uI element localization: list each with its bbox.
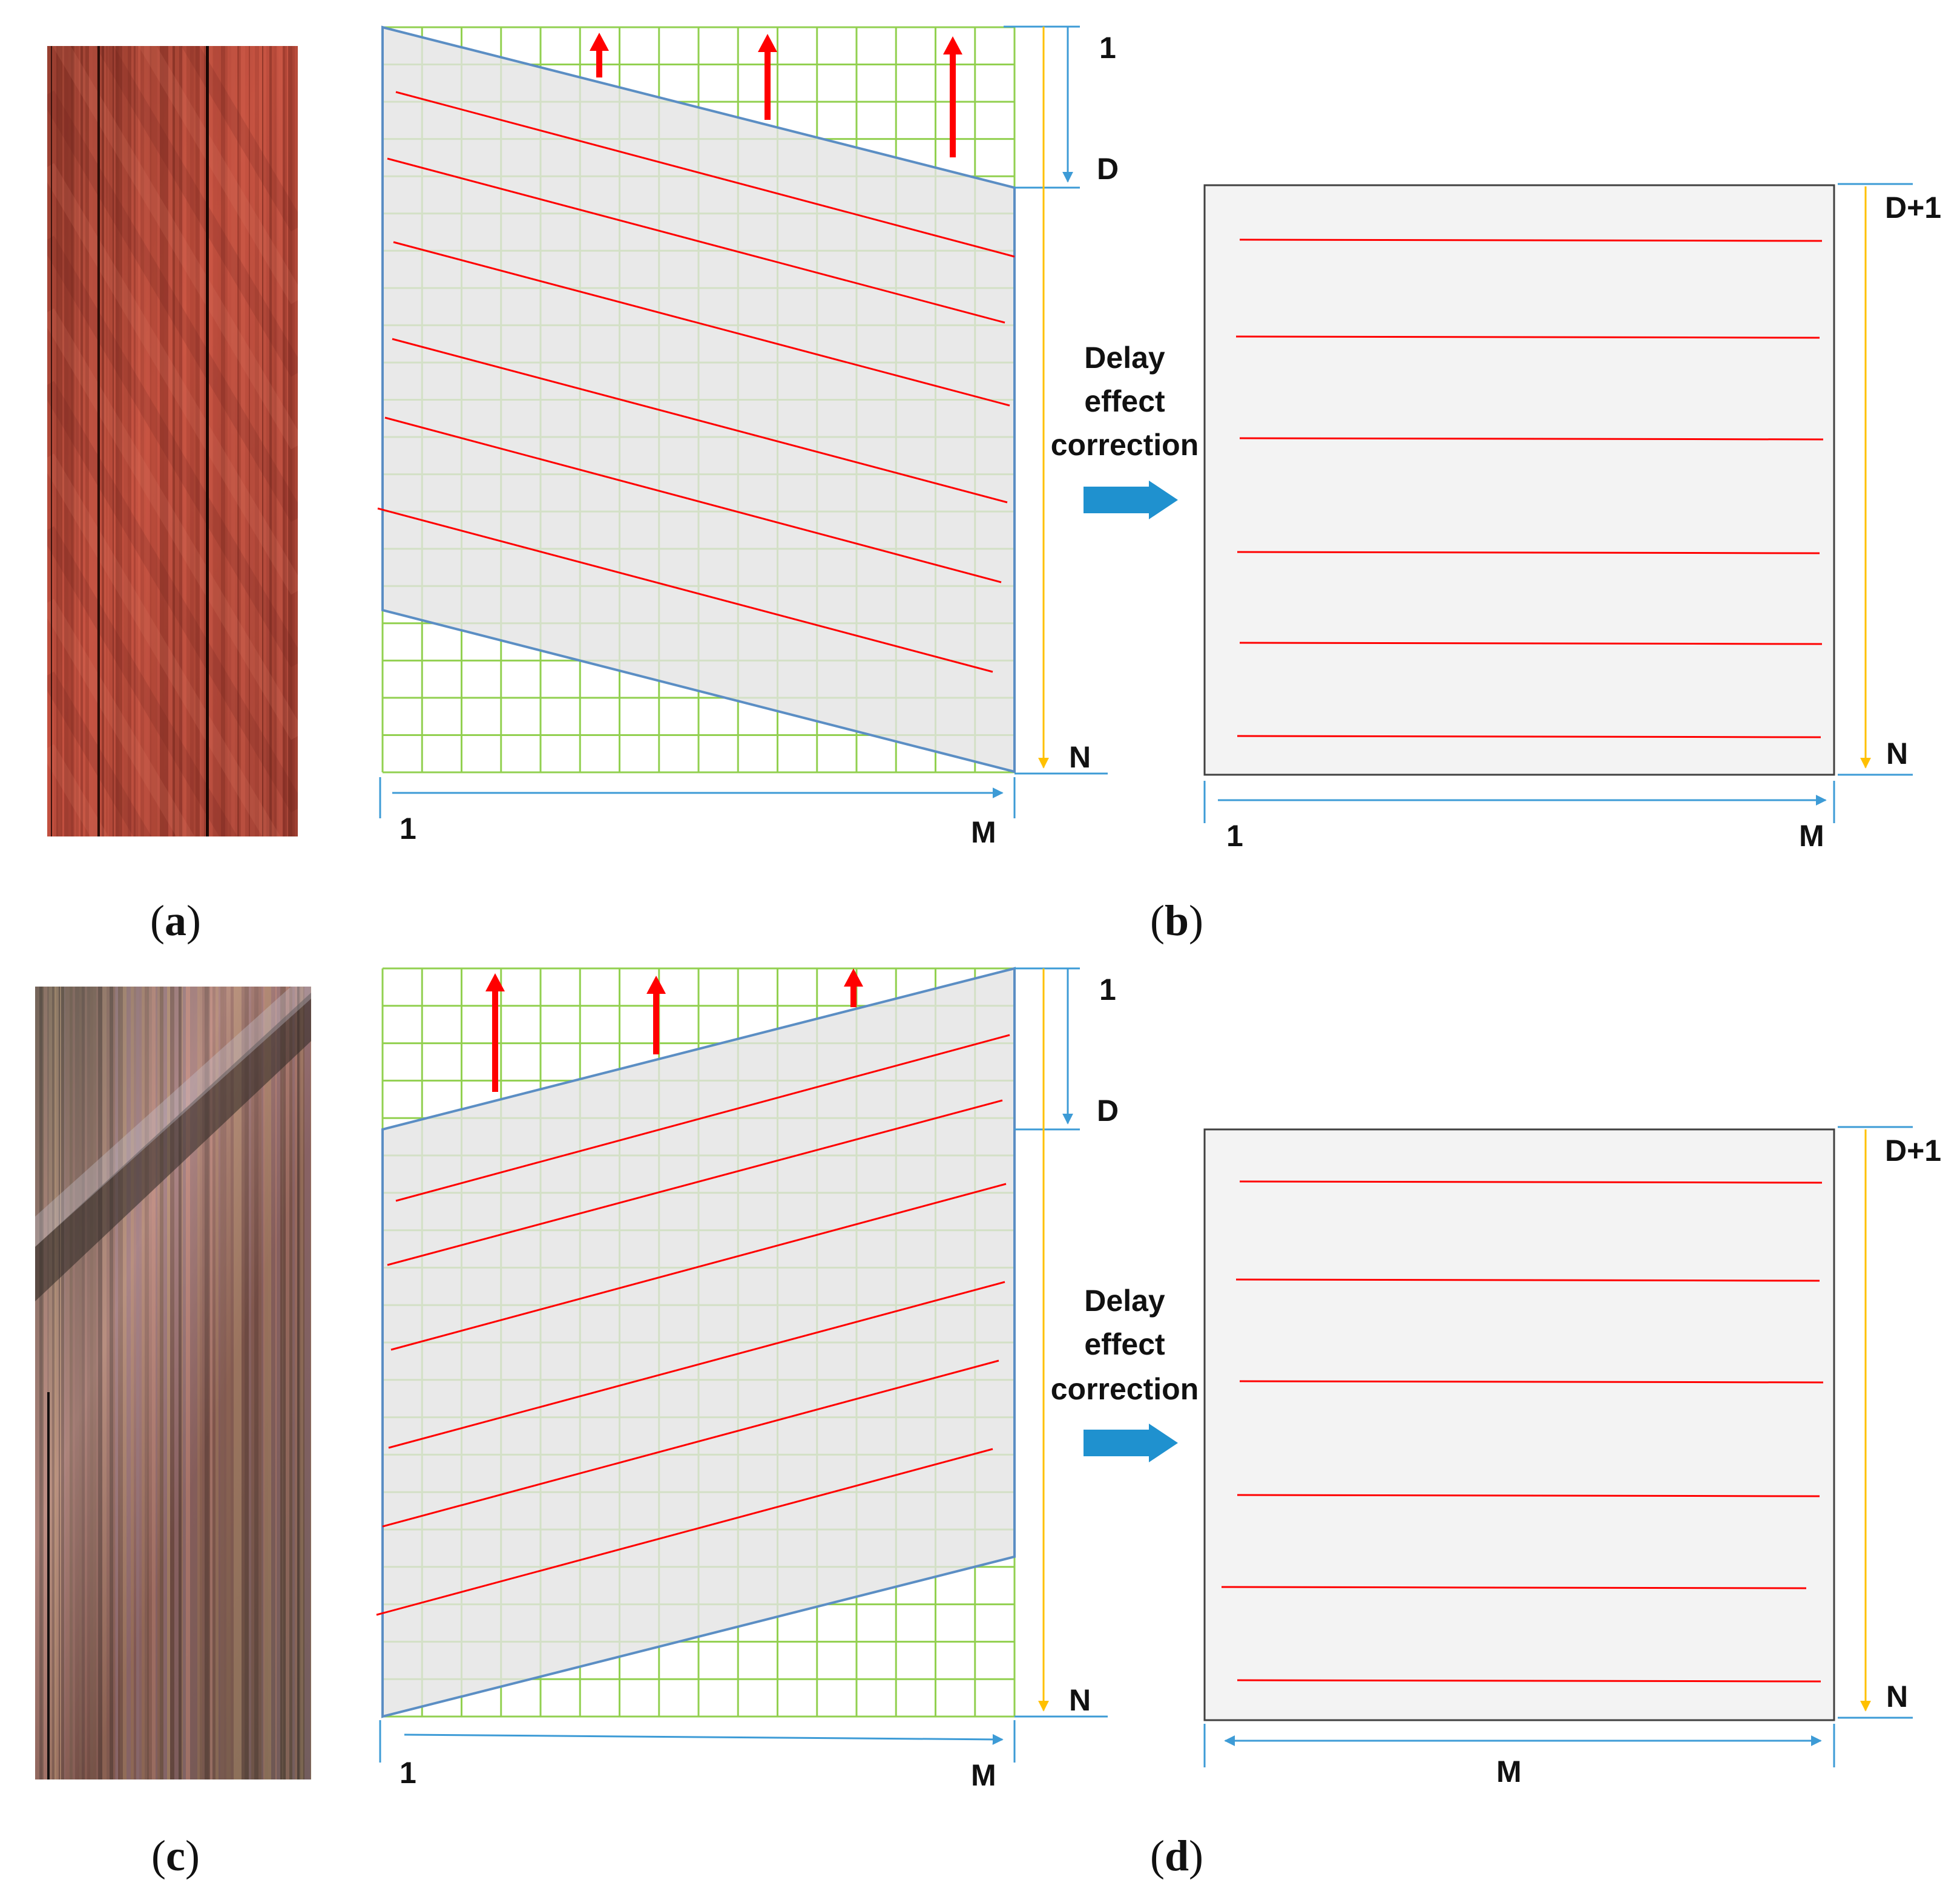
dimension-lines-d (379, 967, 1108, 1763)
scan-line (395, 1034, 1010, 1202)
row-delay-label: D (1097, 1094, 1119, 1128)
skewed-band-d (381, 967, 1016, 1718)
svg-text:Delay: Delay (1084, 1284, 1165, 1318)
process-label-b: Delay effect correction (1051, 341, 1199, 462)
corrected-line (1239, 437, 1824, 441)
corrected-lines-d (1221, 1180, 1824, 1683)
row-end-label: N (1069, 740, 1091, 774)
up-arrow-icon (485, 973, 505, 1092)
corrected-line (1239, 1180, 1823, 1184)
row-end-label: N (1069, 1683, 1091, 1717)
scan-line (392, 338, 1008, 504)
out-row-start-label: D+1 (1885, 191, 1941, 225)
corrected-line (1235, 1278, 1820, 1282)
corrected-line (1237, 551, 1820, 554)
panel-c: (c) (35, 987, 311, 1880)
out-row-end-label: N (1886, 737, 1908, 770)
corrected-image-b (1203, 184, 1835, 776)
panel-d: 1 D N 1 M Delay effect correction (376, 967, 1941, 1880)
corrected-image-d (1203, 1128, 1835, 1721)
svg-text:Delay: Delay (1084, 341, 1165, 375)
col-end-label: M (971, 815, 996, 849)
row-start-label: 1 (1099, 973, 1116, 1007)
process-label-d: Delay effect correction (1051, 1284, 1199, 1406)
caption-b: (b) (1150, 896, 1203, 945)
scan-line (393, 241, 1010, 407)
corrected-line (1237, 1494, 1820, 1497)
out-row-start-label: D+1 (1885, 1134, 1941, 1168)
scan-line (387, 1099, 1003, 1266)
corrected-lines-b (1235, 238, 1824, 738)
row-delay-label: D (1097, 152, 1119, 186)
raw-image-c (35, 987, 311, 1779)
scan-line (390, 1183, 1007, 1351)
out-col-start-label: 1 (1226, 819, 1243, 853)
svg-text:effect: effect (1084, 1327, 1165, 1361)
corrected-line (1235, 335, 1820, 339)
svg-text:effect: effect (1084, 384, 1165, 418)
up-arrows-d (485, 968, 863, 1092)
panel-a: (a) (47, 46, 298, 945)
skewed-band-b (381, 25, 1016, 774)
corrected-line (1221, 1586, 1807, 1589)
up-arrow-icon (590, 33, 609, 77)
out-row-end-label: N (1886, 1680, 1908, 1714)
up-arrow-icon (943, 36, 962, 157)
up-arrow-icon (844, 968, 863, 1007)
corrected-line (1239, 1380, 1824, 1384)
raw-image-a (47, 46, 298, 836)
up-arrow-icon (758, 34, 777, 120)
out-col-end-label: M (1799, 819, 1824, 853)
scan-line (395, 91, 1015, 258)
scan-lines-b (377, 91, 1015, 673)
corrected-line (1237, 735, 1821, 738)
right-block-arrow-icon (1084, 481, 1178, 519)
corrected-line (1239, 238, 1823, 242)
row-start-label: 1 (1099, 31, 1116, 65)
dimension-lines-b (379, 25, 1108, 818)
col-start-label: 1 (400, 812, 416, 846)
svg-text:correction: correction (1051, 1372, 1199, 1406)
out-col-width-label: M (1496, 1755, 1522, 1789)
scan-line (384, 416, 1002, 583)
scan-line (376, 1448, 993, 1616)
col-end-label: M (971, 1758, 996, 1792)
svg-text:correction: correction (1051, 428, 1199, 462)
caption-c: (c) (151, 1832, 200, 1880)
output-dimension-lines-b (1203, 183, 1913, 823)
up-arrow-icon (646, 976, 666, 1054)
panel-b: 1 D N 1 M Delay effect correction (377, 25, 1941, 945)
right-block-arrow-icon (1084, 1424, 1178, 1462)
scan-line (387, 157, 1005, 324)
output-dimension-lines-d (1203, 1126, 1913, 1767)
up-arrows-b (590, 33, 962, 157)
caption-d: (d) (1150, 1832, 1203, 1880)
scan-line (388, 1281, 1005, 1449)
scan-line (382, 1359, 999, 1528)
col-start-label: 1 (400, 1756, 416, 1790)
caption-a: (a) (150, 896, 201, 945)
corrected-line (1239, 642, 1823, 645)
scan-line (377, 507, 993, 673)
scan-lines-d (376, 1034, 1010, 1616)
corrected-line (1237, 1679, 1821, 1683)
